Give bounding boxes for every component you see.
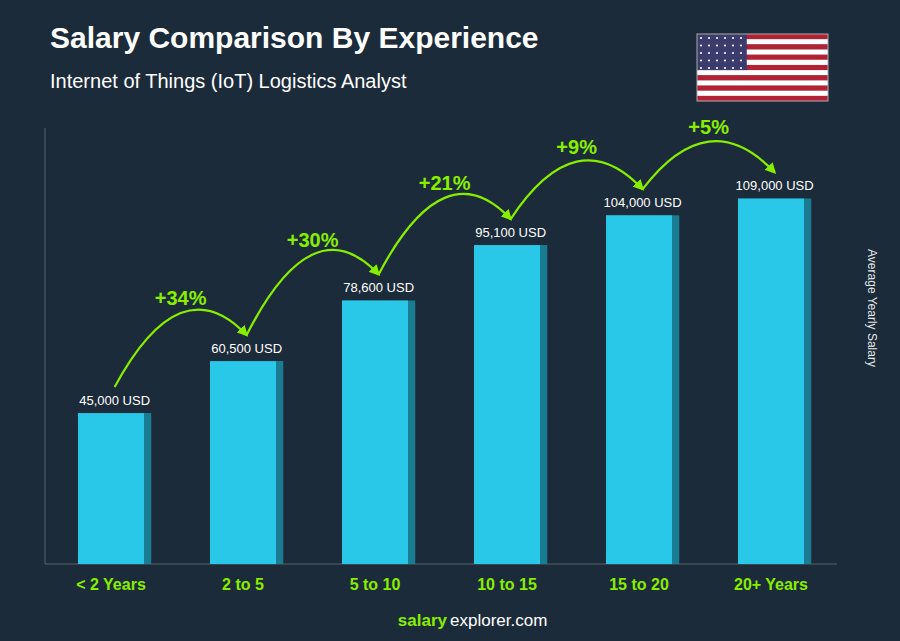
bars — [78, 198, 811, 564]
flag-star — [724, 67, 726, 69]
flag-star — [700, 37, 702, 39]
flag-star — [708, 59, 710, 61]
flag-star — [724, 59, 726, 61]
bar — [606, 215, 672, 564]
change-arrow — [247, 250, 379, 335]
annotation: +21% — [419, 172, 471, 194]
data-label: 60,500 USD — [211, 341, 282, 356]
chart-svg: Salary Comparison By Experience Internet … — [0, 0, 900, 641]
flag-star — [700, 52, 702, 54]
data-label: 95,100 USD — [475, 225, 546, 240]
change-arrow — [379, 194, 511, 274]
chart-container: Salary Comparison By Experience Internet … — [0, 0, 900, 641]
flag-star — [716, 44, 718, 46]
flag-stripe — [697, 80, 828, 85]
flag-star — [740, 67, 742, 69]
flag-border — [697, 34, 828, 101]
y-axis-label: Average Yearly Salary — [865, 249, 879, 367]
flag-star — [732, 67, 734, 69]
bar — [738, 198, 804, 564]
change-arrow — [643, 141, 775, 189]
x-tick-label: < 2 Years — [76, 576, 146, 593]
bar-side — [672, 215, 679, 564]
flag-stripe — [697, 70, 828, 75]
flag-star — [724, 37, 726, 39]
annotation: +9% — [556, 136, 597, 158]
footer: salary — [398, 611, 448, 630]
flag-star — [708, 37, 710, 39]
x-axis-line — [45, 564, 837, 565]
bar-side — [804, 198, 811, 564]
x-tick-label: 15 to 20 — [609, 576, 669, 593]
flag-star — [724, 52, 726, 54]
annotation: +30% — [287, 229, 339, 251]
flag-star — [732, 52, 734, 54]
background — [0, 0, 900, 641]
y-axis-line — [45, 128, 46, 564]
flag-star — [716, 59, 718, 61]
data-label: 109,000 USD — [736, 178, 814, 193]
x-tick-label: 20+ Years — [734, 576, 808, 593]
flag-star — [724, 44, 726, 46]
flag-star — [708, 67, 710, 69]
flag-star — [708, 52, 710, 54]
flag-star — [716, 52, 718, 54]
subtitle: Internet of Things (IoT) Logistics Analy… — [50, 70, 407, 92]
bar — [78, 413, 144, 564]
flag-star — [716, 37, 718, 39]
flag-star — [716, 67, 718, 69]
change-arrow — [115, 310, 247, 388]
flag-stripe — [697, 86, 828, 91]
flag-stripe — [697, 96, 828, 101]
bar — [474, 245, 540, 564]
flag-star — [732, 37, 734, 39]
data-label: 104,000 USD — [604, 195, 682, 210]
flag-star — [740, 59, 742, 61]
flag-star — [708, 44, 710, 46]
bar-side — [408, 300, 415, 564]
x-tick-label: 2 to 5 — [222, 576, 264, 593]
annotation: +34% — [155, 287, 207, 309]
data-label: 45,000 USD — [79, 393, 150, 408]
flag-star — [732, 44, 734, 46]
annotation: +5% — [688, 116, 729, 138]
flag-stripe — [697, 91, 828, 96]
flag-stripe — [697, 75, 828, 80]
flag-star — [700, 44, 702, 46]
x-tick-label: 10 to 15 — [477, 576, 537, 593]
bar-side — [144, 413, 151, 564]
flag-star — [740, 37, 742, 39]
title: Salary Comparison By Experience — [50, 21, 539, 54]
flag-canton — [697, 34, 747, 70]
flag-star — [740, 44, 742, 46]
flag-star — [700, 67, 702, 69]
bar — [210, 361, 276, 564]
data-label: 78,600 USD — [343, 280, 414, 295]
change-arrow — [511, 160, 643, 219]
bar-side — [276, 361, 283, 564]
flag — [697, 34, 828, 101]
footer: explorer.com — [450, 611, 547, 630]
flag-star — [732, 59, 734, 61]
flag-star — [700, 59, 702, 61]
bar — [342, 300, 408, 564]
x-tick-label: 5 to 10 — [350, 576, 401, 593]
flag-star — [740, 52, 742, 54]
bar-side — [540, 245, 547, 564]
